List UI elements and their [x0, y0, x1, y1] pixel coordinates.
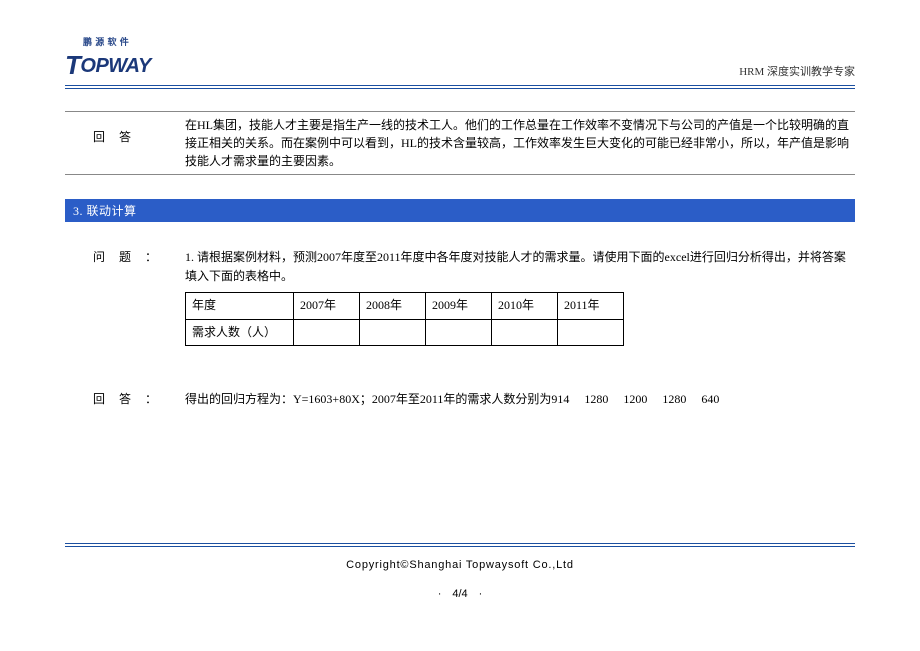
header: 鹏 源 软 件 TOPWAY HRM 深度实训教学专家 [65, 35, 855, 79]
table-row: 需求人数（人） [186, 319, 624, 345]
question-text: 1. 请根据案例材料，预测2007年度至2011年度中各年度对技能人才的需求量。… [185, 248, 855, 286]
answer2-label: 回答： [65, 390, 185, 407]
table-cell-year: 2009年 [426, 293, 492, 319]
footer: Copyright©Shanghai Topwaysoft Co.,Ltd · … [65, 543, 855, 601]
answer-section-2: 回答： 得出的回归方程为：Y=1603+80X；2007年至2011年的需求人数… [65, 390, 855, 407]
copyright-text: Copyright©Shanghai Topwaysoft Co.,Ltd [65, 559, 855, 571]
page-number: · 4/4 · [65, 585, 855, 601]
answer2-text: 得出的回归方程为：Y=1603+80X；2007年至2011年的需求人数分别为9… [185, 390, 855, 407]
table-cell-value [492, 319, 558, 345]
footer-rule-thick [65, 543, 855, 544]
table-cell-year: 2010年 [492, 293, 558, 319]
table-cell-year: 2008年 [360, 293, 426, 319]
table-cell-year: 2011年 [558, 293, 624, 319]
table-cell-value [360, 319, 426, 345]
table-cell-value [558, 319, 624, 345]
demand-table: 年度 2007年 2008年 2009年 2010年 2011年 需求人数（人） [185, 292, 624, 345]
table-header-year: 年度 [186, 293, 294, 319]
table-row: 年度 2007年 2008年 2009年 2010年 2011年 [186, 293, 624, 319]
section-bar: 3. 联动计算 [65, 199, 855, 222]
question-section: 问题： 1. 请根据案例材料，预测2007年度至2011年度中各年度对技能人才的… [65, 248, 855, 346]
table-cell-value [426, 319, 492, 345]
answer1-text: 在HL集团，技能人才主要是指生产一线的技术工人。他们的工作总量在工作效率不变情况… [185, 116, 855, 170]
header-right-text: HRM 深度实训教学专家 [739, 63, 855, 79]
question-label: 问题： [65, 248, 185, 346]
logo-cn-text: 鹏 源 软 件 [83, 35, 129, 48]
table-cell-value [294, 319, 360, 345]
header-rule-thick [65, 85, 855, 86]
header-rule-thin [65, 88, 855, 89]
answer-block-1: 回答 在HL集团，技能人才主要是指生产一线的技术工人。他们的工作总量在工作效率不… [65, 111, 855, 175]
footer-rule-thin [65, 546, 855, 547]
table-header-demand: 需求人数（人） [186, 319, 294, 345]
logo-en-text: TOPWAY [65, 48, 151, 79]
question-body: 1. 请根据案例材料，预测2007年度至2011年度中各年度对技能人才的需求量。… [185, 248, 855, 346]
answer1-label: 回答 [65, 116, 185, 170]
logo: 鹏 源 软 件 TOPWAY [65, 35, 151, 79]
table-cell-year: 2007年 [294, 293, 360, 319]
